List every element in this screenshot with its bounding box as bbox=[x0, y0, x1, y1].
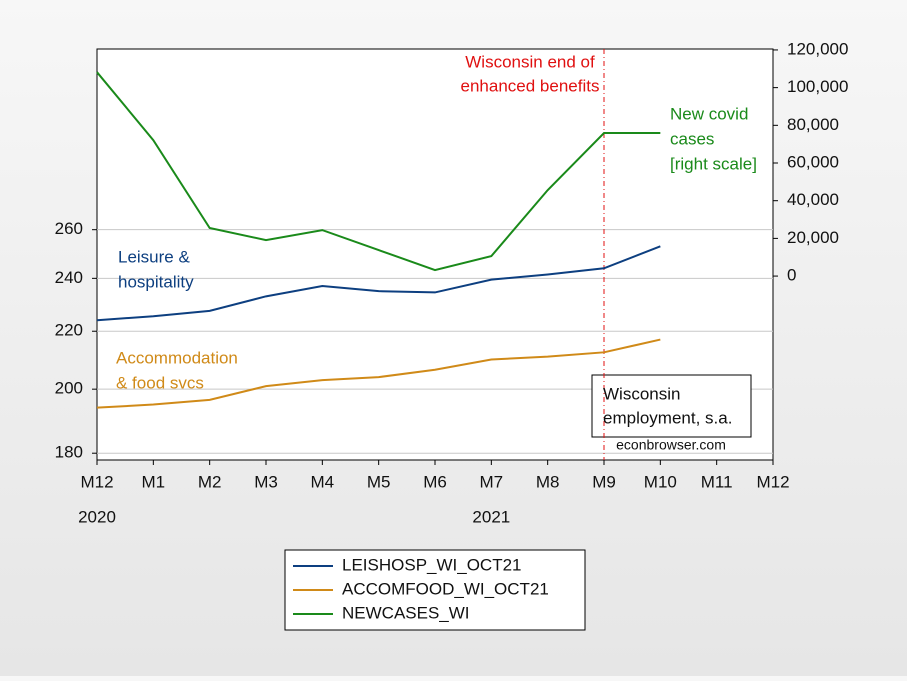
y2-tick-label: 0 bbox=[787, 266, 796, 285]
x-tick-label: M1 bbox=[142, 472, 166, 491]
year-label: 2021 bbox=[472, 507, 510, 526]
annotation: & food svcs bbox=[116, 373, 204, 392]
x-tick-label: M3 bbox=[254, 472, 278, 491]
y-tick-label: 240 bbox=[55, 268, 83, 287]
annotation: enhanced benefits bbox=[461, 76, 600, 95]
y2-tick-label: 100,000 bbox=[787, 77, 848, 96]
x-tick-label: M9 bbox=[592, 472, 616, 491]
legend-label: NEWCASES_WI bbox=[342, 603, 470, 622]
x-tick-label: M6 bbox=[423, 472, 447, 491]
x-tick-label: M8 bbox=[536, 472, 560, 491]
x-tick-label: M4 bbox=[311, 472, 335, 491]
annotation: employment, s.a. bbox=[603, 408, 732, 427]
annotation: Accommodation bbox=[116, 348, 238, 367]
x-tick-label: M12 bbox=[756, 472, 789, 491]
y-tick-label: 180 bbox=[55, 443, 83, 462]
series-line bbox=[96, 71, 661, 272]
x-tick-label: M2 bbox=[198, 472, 222, 491]
series-line bbox=[96, 338, 661, 409]
legend-box bbox=[284, 549, 586, 631]
legend-label: ACCOMFOOD_WI_OCT21 bbox=[342, 579, 549, 598]
annotation: [right scale] bbox=[670, 154, 757, 173]
x-tick-label: M10 bbox=[644, 472, 677, 491]
annotation: hospitality bbox=[118, 272, 194, 291]
y2-tick-label: 120,000 bbox=[787, 39, 848, 58]
y2-tick-label: 60,000 bbox=[787, 152, 839, 171]
legend-label: LEISHOSP_WI_OCT21 bbox=[342, 555, 522, 574]
source: econbrowser.com bbox=[616, 437, 726, 453]
y2-tick-label: 80,000 bbox=[787, 115, 839, 134]
annotation: cases bbox=[670, 129, 714, 148]
y2-tick-label: 20,000 bbox=[787, 228, 839, 247]
x-tick-label: M11 bbox=[701, 472, 733, 491]
annotation: New covid bbox=[670, 104, 748, 123]
note-box bbox=[591, 374, 752, 438]
annotation: Wisconsin end of bbox=[465, 52, 595, 71]
y-tick-label: 260 bbox=[55, 219, 83, 238]
series-line bbox=[96, 245, 661, 322]
year-label: 2020 bbox=[78, 507, 116, 526]
y2-tick-label: 40,000 bbox=[787, 190, 839, 209]
annotation: Leisure & bbox=[118, 247, 190, 266]
x-tick-label: M5 bbox=[367, 472, 391, 491]
y-tick-label: 200 bbox=[55, 379, 83, 398]
x-tick-label: M12 bbox=[80, 472, 113, 491]
y-tick-label: 220 bbox=[55, 321, 83, 340]
x-tick-label: M7 bbox=[480, 472, 504, 491]
annotation: Wisconsin bbox=[603, 384, 680, 403]
